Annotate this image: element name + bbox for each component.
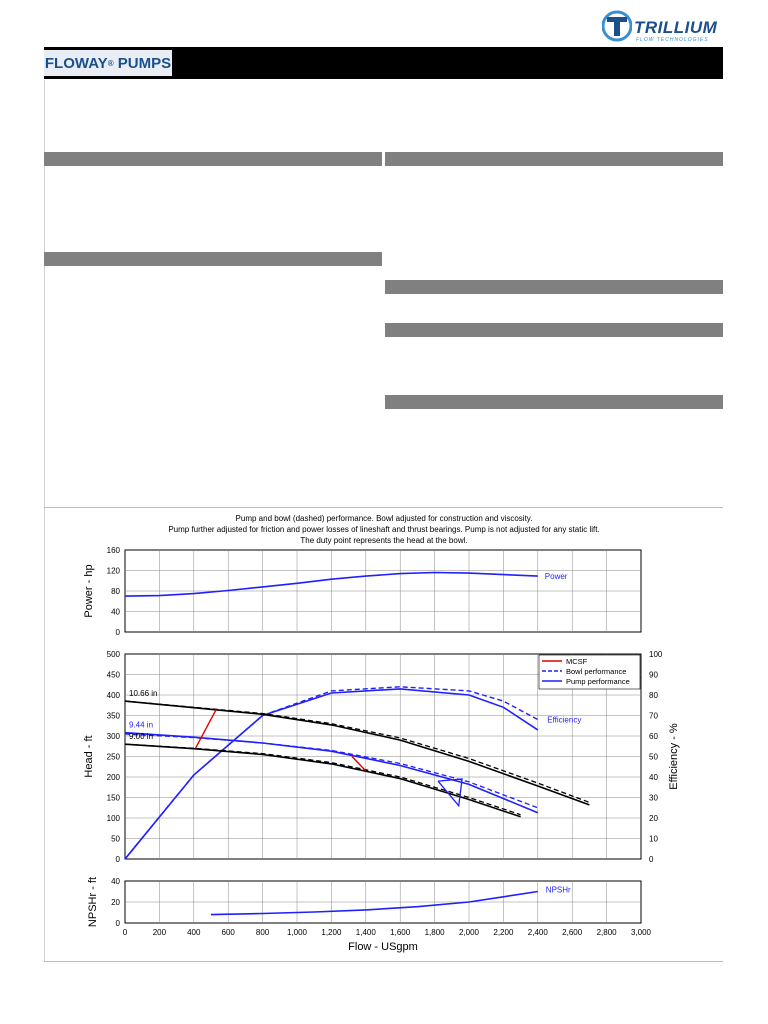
head-pump-curve [124,731,539,814]
chart-top-rule [44,507,723,508]
y2-tick-label: 70 [649,712,658,721]
y2-axis-label: Efficiency - % [668,723,680,790]
x-tick-label: 400 [187,928,201,937]
x-tick-label: 600 [222,928,236,937]
brand-name: FLOWAY [44,54,108,72]
logo-tagline: FLOW TECHNOLOGIES [636,37,709,43]
x-tick-label: 2,200 [493,928,514,937]
x-tick-label: 2,800 [597,928,618,937]
legend-entry: MCSF [566,657,588,666]
trillium-logo: TRILLIUM FLOW TECHNOLOGIES [602,10,727,44]
power-panel: 0 40 80 120 160 Power - hp Power [83,546,642,637]
section-header-bar [44,252,382,266]
y2-tick-label: 40 [649,773,658,782]
y-axis-label: Head - ft [83,735,95,777]
x-tick-label: 1,800 [425,928,446,937]
y-tick-label: 200 [107,773,121,782]
chart-bottom-rule [44,961,723,962]
diameter-label: 10.66 in [129,689,157,698]
section-header-bar [385,323,723,337]
y-tick-label: 160 [107,546,121,555]
y-tick-label: 0 [116,855,121,864]
legend-entry: Bowl performance [566,667,626,676]
y-tick-label: 40 [111,877,120,886]
floway-brand: FLOWAY ® PUMPS [44,50,172,76]
diameter-label: 9.44 in [129,721,153,730]
chart-note-line-3: The duty point represents the head at th… [300,536,467,545]
brand-suffix: PUMPS [117,54,172,72]
y-tick-label: 50 [111,835,120,844]
y-tick-label: 40 [111,608,120,617]
efficiency-pump-curve [124,688,539,860]
y-tick-label: 500 [107,650,121,659]
chart-note-line-1: Pump and bowl (dashed) performance. Bowl… [236,514,533,523]
x-tick-label: 1,000 [287,928,308,937]
npshr-panel: 0 20 40 NPSHr - ft NPSHr 0 200 400 600 800 1,000 1,… [87,877,652,953]
y2-tick-label: 10 [649,835,658,844]
y2-tick-label: 100 [649,650,663,659]
y2-tick-label: 50 [649,753,658,762]
x-tick-label: 2,400 [528,928,549,937]
section-header-bar [385,395,723,409]
y-tick-label: 150 [107,794,121,803]
npshr-curve [210,890,538,916]
y-tick-label: 0 [116,919,121,928]
y-axis-label: Power - hp [83,564,95,617]
x-tick-label: 200 [153,928,167,937]
y2-tick-label: 90 [649,671,658,680]
diameter-label: 9.00 in [129,732,153,741]
y-tick-label: 300 [107,732,121,741]
brand-reg: ® [107,58,114,68]
power-curve [124,571,538,597]
head-pump-curve [124,743,521,818]
y-tick-label: 350 [107,712,121,721]
y-tick-label: 0 [116,628,121,637]
x-tick-label: 1,600 [390,928,411,937]
x-tick-label: 1,400 [356,928,377,937]
mcsf-line [194,709,217,749]
page-left-border [44,80,45,962]
y-tick-label: 100 [107,814,121,823]
head-pump-curve [124,700,590,806]
y2-tick-label: 80 [649,691,658,700]
duty-point-marker [437,778,463,808]
x-tick-label: 800 [256,928,270,937]
head-efficiency-panel: 0 50 100 150 200 250 300 350 400 450 500 Head - ft 0… [83,650,680,864]
y-tick-label: 250 [107,753,121,762]
legend-entry: Pump performance [566,677,630,686]
x-tick-label: 2,000 [459,928,480,937]
trillium-logo-icon [602,10,632,42]
section-header-bar [385,280,723,294]
section-header-bar [44,152,382,166]
chart-note-line-2: Pump further adjusted for friction and p… [168,525,599,534]
y2-tick-label: 30 [649,794,658,803]
npshr-curve-label: NPSHr [546,885,571,894]
x-tick-label: 2,600 [562,928,583,937]
x-tick-label: 1,200 [321,928,342,937]
y-tick-label: 120 [107,567,121,576]
y2-tick-label: 0 [649,855,654,864]
y-tick-label: 80 [111,587,120,596]
x-tick-label: 0 [123,928,128,937]
power-curve-label: Power [545,572,568,581]
y2-tick-label: 60 [649,732,658,741]
title-bar: FLOWAY ® PUMPS [44,47,723,79]
section-header-bar [385,152,723,166]
mcsf-line [351,756,367,772]
efficiency-label: Efficiency [547,716,581,725]
y-tick-label: 450 [107,671,121,680]
y-tick-label: 400 [107,691,121,700]
y-axis-label: NPSHr - ft [87,877,99,927]
y-tick-label: 20 [111,898,120,907]
x-axis-label: Flow - USgpm [348,941,418,953]
logo-name: TRILLIUM [634,18,718,37]
y2-tick-label: 20 [649,814,658,823]
x-tick-label: 3,000 [631,928,652,937]
